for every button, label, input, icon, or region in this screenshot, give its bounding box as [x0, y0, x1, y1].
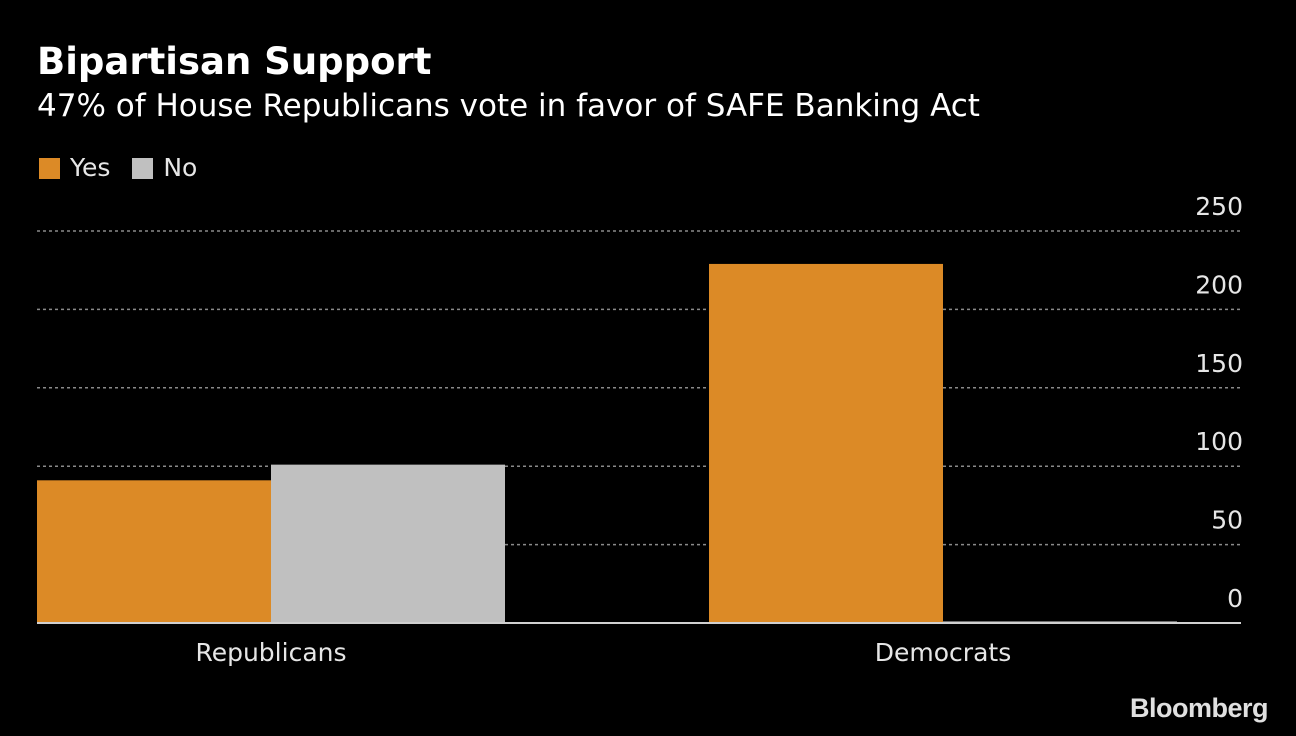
legend-swatch-yes	[39, 157, 60, 179]
legend-swatch-no	[132, 157, 154, 179]
x-tick-label-democrats: Democrats	[875, 638, 1011, 667]
bar-republicans-yes	[37, 480, 271, 623]
bloomberg-logo: Bloomberg	[1129, 693, 1269, 723]
y-tick-label-100: 100	[1195, 427, 1243, 456]
y-tick-label-0: 0	[1227, 584, 1243, 613]
x-tick-label-republicans: Republicans	[195, 638, 346, 667]
legend-label-no: No	[163, 153, 198, 182]
bar-democrats-yes	[709, 263, 943, 623]
chart-title: Bipartisan Support	[37, 40, 432, 83]
y-tick-label-250: 250	[1195, 192, 1243, 221]
y-tick-label-200: 200	[1195, 270, 1243, 299]
legend-label-yes: Yes	[70, 153, 111, 182]
legend-item-yes: Yes	[39, 152, 110, 184]
y-tick-label-50: 50	[1211, 506, 1243, 535]
chart-subtitle: 47% of House Republicans vote in favor o…	[37, 88, 980, 124]
y-tick-label-150: 150	[1195, 349, 1243, 378]
legend-item-no: No	[132, 152, 197, 184]
legend: Yes No	[39, 152, 219, 184]
bar-republicans-no	[271, 464, 505, 623]
